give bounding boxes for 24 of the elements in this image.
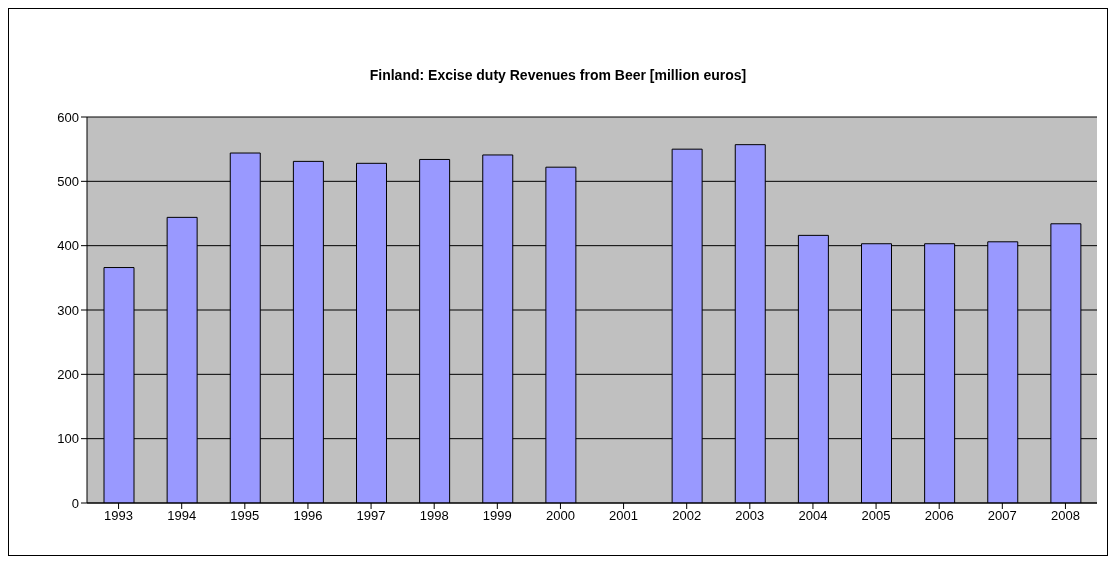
y-tick-label: 400 <box>57 238 79 254</box>
x-tick-label: 1998 <box>419 508 449 524</box>
y-tick-label: 600 <box>57 109 79 125</box>
x-tick-label: 2004 <box>798 508 828 524</box>
x-tick-label: 1999 <box>482 508 512 524</box>
y-tick-label: 500 <box>57 173 79 189</box>
x-tick-label: 2000 <box>545 508 575 524</box>
y-tick-label: 200 <box>57 366 79 382</box>
x-tick-label: 1997 <box>356 508 386 524</box>
y-tick-label: 0 <box>71 495 79 511</box>
x-tick-label: 2001 <box>609 508 639 524</box>
x-tick-label: 1993 <box>104 508 134 524</box>
x-tick-label: 2008 <box>1050 508 1080 524</box>
x-tick-label: 1995 <box>230 508 260 524</box>
x-tick-label: 1994 <box>167 508 197 524</box>
x-tick-label: 1996 <box>293 508 323 524</box>
x-tick-label: 2002 <box>672 508 702 524</box>
y-tick-label: 300 <box>57 302 79 318</box>
x-tick-label: 2003 <box>735 508 765 524</box>
chart-title: Finland: Excise duty Revenues from Beer [million euros] <box>368 67 748 83</box>
x-tick-label: 2005 <box>861 508 891 524</box>
x-tick-label: 2007 <box>987 508 1017 524</box>
y-tick-label: 100 <box>57 431 79 447</box>
x-tick-label: 2006 <box>924 508 954 524</box>
